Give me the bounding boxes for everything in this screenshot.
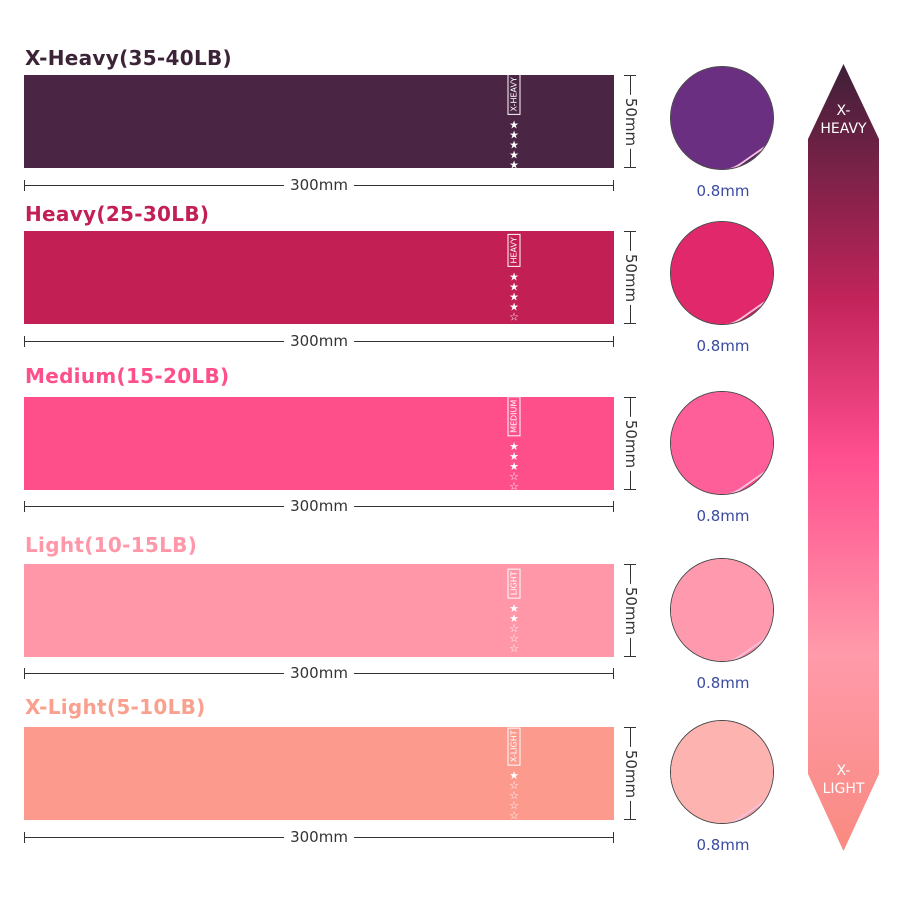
band-thickness-closeup (670, 391, 774, 495)
band-level-label: X-HEAVY (507, 73, 521, 114)
resistance-band: ★ ★ ★ ★ ★ X-HEAVY (24, 73, 614, 171)
band-title: Light(10-15LB) (25, 533, 198, 557)
star-rating: ★ ★ ★ ★ ☆ (508, 270, 521, 323)
resistance-band: ★ ☆ ☆ ☆ ☆ X-LIGHT (24, 726, 614, 822)
width-dimension: 300mm (24, 664, 614, 682)
star-outline-icon: ☆ (509, 641, 519, 655)
width-label: 300mm (284, 176, 354, 194)
scale-arrow-shape (808, 64, 879, 851)
star-rating: ★ ★ ★ ☆ ☆ (508, 440, 521, 493)
band-level-label: X-LIGHT (507, 726, 521, 765)
width-label: 300mm (284, 332, 354, 350)
height-label: 50mm (622, 746, 640, 801)
thickness-label: 0.8mm (696, 337, 750, 355)
band-level-label: HEAVY (507, 233, 521, 267)
star-rating: ★ ★ ☆ ☆ ☆ (508, 602, 521, 655)
star-outline-icon: ☆ (509, 309, 519, 323)
height-label: 50mm (622, 583, 640, 638)
resistance-band: ★ ★ ★ ★ ☆ HEAVY (24, 231, 614, 324)
height-label: 50mm (622, 94, 640, 149)
height-dimension: 50mm (622, 727, 640, 820)
thickness-label: 0.8mm (696, 182, 750, 200)
resistance-band: ★ ★ ★ ☆ ☆ MEDIUM (24, 396, 614, 493)
height-label: 50mm (622, 416, 640, 471)
band-level-label: MEDIUM (507, 396, 521, 436)
width-dimension: 300mm (24, 332, 614, 350)
band-thickness-closeup (670, 221, 774, 325)
band-title: X-Light(5-10LB) (25, 695, 206, 719)
scale-top-label: X- HEAVY (820, 103, 867, 137)
height-label: 50mm (622, 250, 640, 305)
width-dimension: 300mm (24, 497, 614, 515)
star-outline-icon: ☆ (509, 479, 519, 493)
height-dimension: 50mm (622, 231, 640, 324)
star-rating: ★ ☆ ☆ ☆ ☆ (508, 769, 521, 822)
height-dimension: 50mm (622, 75, 640, 168)
thickness-label: 0.8mm (696, 836, 750, 854)
star-outline-icon: ☆ (509, 808, 519, 822)
width-label: 300mm (284, 828, 354, 846)
band-title: Heavy(25-30LB) (25, 202, 210, 226)
height-dimension: 50mm (622, 397, 640, 490)
width-label: 300mm (284, 497, 354, 515)
band-thickness-closeup (670, 720, 774, 824)
resistance-scale-arrow: X- HEAVY X- LIGHT (808, 64, 879, 851)
width-dimension: 300mm (24, 176, 614, 194)
band-thickness-closeup (670, 66, 774, 170)
scale-bottom-label: X- LIGHT (822, 763, 865, 797)
thickness-label: 0.8mm (696, 507, 750, 525)
height-dimension: 50mm (622, 564, 640, 657)
band-title: X-Heavy(35-40LB) (25, 46, 232, 70)
width-label: 300mm (284, 664, 354, 682)
band-thickness-closeup (670, 558, 774, 662)
thickness-label: 0.8mm (696, 674, 750, 692)
resistance-band: ★ ★ ☆ ☆ ☆ LIGHT (24, 564, 614, 657)
band-level-label: LIGHT (507, 567, 521, 598)
star-rating: ★ ★ ★ ★ ★ (508, 118, 521, 171)
width-dimension: 300mm (24, 828, 614, 846)
star-filled-icon: ★ (509, 157, 519, 171)
band-title: Medium(15-20LB) (25, 364, 230, 388)
